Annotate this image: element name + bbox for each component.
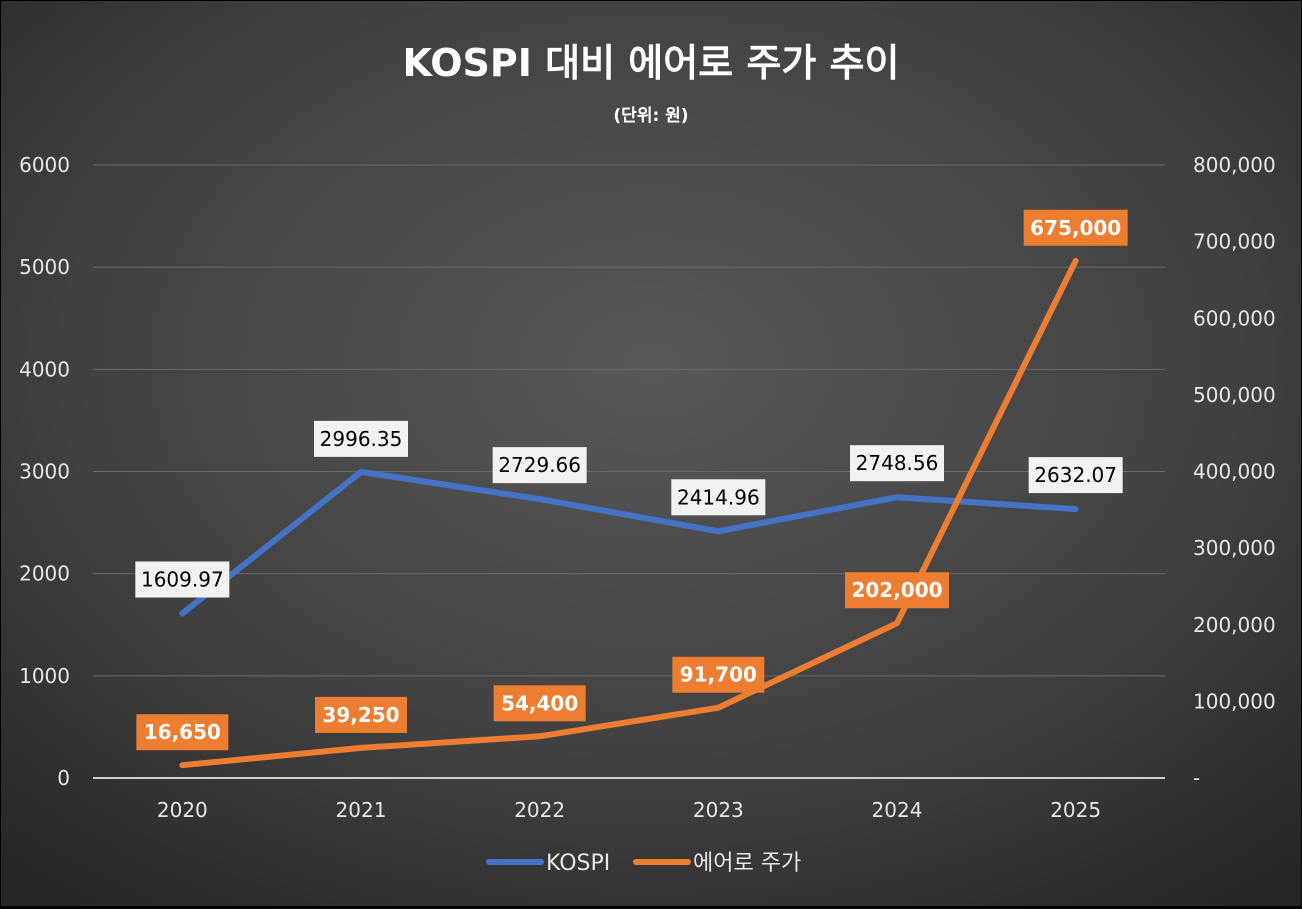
kospi-data-label: 2729.66 [498, 453, 581, 477]
aero-data-label-box [493, 685, 586, 722]
x-axis-tick-label: 2025 [1050, 798, 1101, 822]
kospi-data-label: 2996.35 [320, 427, 403, 451]
aero-data-label-box [672, 656, 765, 693]
aero-data-label-box [136, 714, 229, 751]
left-axis-tick-label: 1000 [19, 664, 70, 688]
kospi-data-label-box [314, 420, 408, 457]
right-axis-tick-label: - [1193, 766, 1200, 790]
series-layer [179, 257, 1079, 769]
legend: KOSPI 에어로 주가 [486, 851, 801, 876]
kospi-data-label-box [850, 445, 944, 482]
x-axis-tick-label: 2023 [693, 798, 744, 822]
left-axis-tick-label: 0 [57, 766, 70, 790]
left-axis-tick-label: 4000 [19, 357, 70, 381]
x-axis-tick-label: 2021 [336, 798, 387, 822]
kospi-data-label-box [135, 561, 230, 598]
right-axis-tick-label: 500,000 [1193, 383, 1276, 407]
aero-data-label-box [1023, 209, 1128, 246]
kospi-line [179, 468, 1079, 617]
axis-layer: 0 1000 2000 3000 4000 5000 6000 - 100,000 200,000… [19, 153, 1276, 822]
right-axis-tick-label: 100,000 [1193, 689, 1276, 713]
x-axis-tick-label: 2022 [514, 798, 565, 822]
left-axis-tick-label: 5000 [19, 255, 70, 279]
left-axis-tick-label: 6000 [19, 153, 70, 177]
kospi-data-label: 1609.97 [141, 568, 224, 592]
chart-title: KOSPI 대비 에어로 주가 추이 [403, 41, 900, 85]
right-axis-tick-label: 400,000 [1193, 460, 1276, 484]
kospi-data-label-box [1028, 457, 1123, 494]
left-axis-tick-label: 3000 [19, 460, 70, 484]
kospi-data-label-box [492, 447, 587, 484]
right-axis-tick-label: 200,000 [1193, 613, 1276, 637]
kospi-data-label: 2414.96 [677, 485, 760, 509]
aero-data-label: 675,000 [1030, 216, 1121, 240]
legend-kospi-label: KOSPI [546, 851, 610, 876]
aero-data-label: 39,250 [322, 703, 399, 727]
right-axis-tick-label: 300,000 [1193, 536, 1276, 560]
aero-data-label: 16,650 [144, 720, 221, 744]
aero-data-label-box [845, 572, 949, 609]
grid-layer [93, 164, 1165, 677]
chart-subtitle: (단위: 원) [613, 106, 688, 126]
x-axis-tick-label: 2020 [157, 798, 208, 822]
aero-data-label: 54,400 [501, 691, 578, 715]
kospi-data-label: 2632.07 [1034, 463, 1117, 487]
aero-data-label: 91,700 [680, 663, 757, 687]
left-axis-tick-label: 2000 [19, 562, 70, 586]
legend-aero-label: 에어로 주가 [693, 851, 801, 876]
kospi-data-label: 2748.56 [856, 451, 939, 475]
x-axis-tick-label: 2024 [872, 798, 923, 822]
kospi-data-label-box [671, 479, 766, 516]
data-label-layer: 1609.97 2996.35 2729.66 2414.96 2748.56 2632.… [135, 209, 1128, 751]
right-axis-tick-label: 800,000 [1193, 153, 1276, 177]
aero-price-line [179, 257, 1079, 769]
right-axis-tick-label: 600,000 [1193, 306, 1276, 330]
aero-data-label: 202,000 [851, 578, 942, 602]
right-axis-tick-label: 700,000 [1193, 230, 1276, 254]
aero-data-label-box [315, 696, 407, 733]
